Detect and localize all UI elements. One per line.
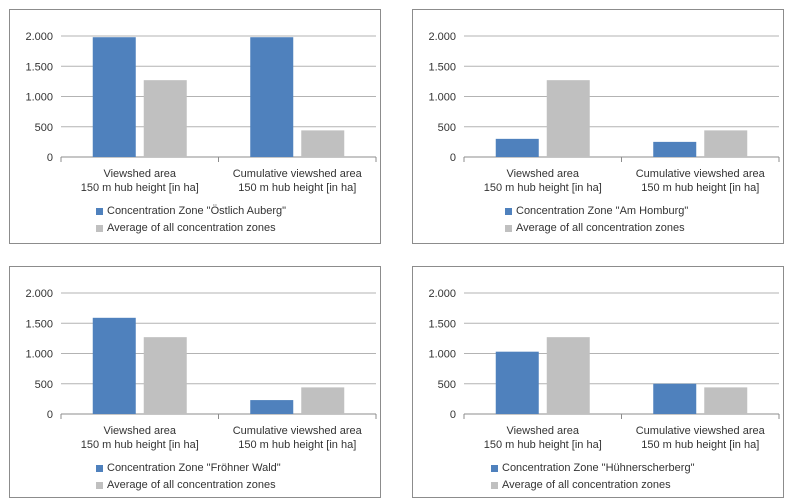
bar-average	[143, 80, 187, 157]
legend-item-average: Average of all concentration zones	[96, 477, 281, 494]
bar-average	[546, 80, 590, 157]
y-tick-label: 1.000	[25, 92, 53, 104]
bar-zone	[653, 141, 697, 157]
legend-swatch-average	[505, 225, 512, 232]
y-tick-label: 0	[47, 152, 53, 164]
x-category-label: Viewshed area	[103, 168, 176, 180]
bar-zone	[495, 351, 539, 414]
bar-zone	[92, 37, 136, 157]
y-tick-label: 1.500	[25, 61, 53, 73]
legend-label-zone: Concentration Zone "Fröhner Wald"	[107, 462, 281, 474]
bar-zone	[495, 138, 539, 157]
legend-item-zone: Concentration Zone "Am Homburg"	[505, 203, 688, 220]
bar-zone	[250, 400, 294, 414]
bar-average	[143, 337, 187, 414]
x-category-label: 150 m hub height [in ha]	[484, 182, 602, 194]
x-category-label: Cumulative viewshed area	[233, 425, 363, 437]
bar-average	[704, 130, 748, 157]
y-tick-label: 2.000	[25, 288, 53, 300]
x-category-label: Viewshed area	[506, 425, 579, 437]
legend-label-zone: Concentration Zone "Östlich Auberg"	[107, 205, 287, 217]
x-category-label: Cumulative viewshed area	[233, 168, 363, 180]
bar-average	[546, 337, 590, 414]
chart-panel-ostlich-auberg: 0 500 1.000 1.500 2.000 Viewshed area 150 m hu…	[9, 9, 381, 244]
legend-item-zone: Concentration Zone "Fröhner Wald"	[96, 460, 281, 477]
legend-item-zone: Concentration Zone "Östlich Auberg"	[96, 203, 286, 220]
y-tick-label: 1.500	[428, 61, 456, 73]
legend-swatch-average	[96, 225, 103, 232]
y-tick-label: 1.500	[25, 318, 53, 330]
legend-label-zone: Concentration Zone "Am Homburg"	[516, 205, 689, 217]
legend-label-average: Average of all concentration zones	[502, 479, 671, 491]
y-tick-label: 0	[47, 409, 53, 421]
y-tick-label: 0	[450, 409, 456, 421]
y-tick-label: 500	[35, 379, 53, 391]
x-category-label: 150 m hub height [in ha]	[484, 439, 602, 451]
x-category-label: Viewshed area	[103, 425, 176, 437]
legend-swatch-average	[491, 482, 498, 489]
bar-average	[301, 387, 345, 414]
x-category-label: 150 m hub height [in ha]	[81, 182, 199, 194]
y-tick-label: 2.000	[428, 31, 456, 43]
legend-item-average: Average of all concentration zones	[505, 220, 688, 237]
y-tick-label: 500	[438, 122, 456, 134]
legend-swatch-zone	[491, 465, 498, 472]
bar-zone	[92, 317, 136, 414]
bar-average	[301, 130, 345, 157]
legend: Concentration Zone "Hühnerscherberg" Ave…	[491, 460, 694, 494]
x-category-label: 150 m hub height [in ha]	[81, 439, 199, 451]
y-tick-label: 2.000	[428, 288, 456, 300]
chart-panel-huhnerscherberg: 0 500 1.000 1.500 2.000 Viewshed area 150 m hu…	[412, 266, 784, 498]
x-category-label: 150 m hub height [in ha]	[641, 182, 759, 194]
x-category-label: 150 m hub height [in ha]	[238, 439, 356, 451]
legend-item-zone: Concentration Zone "Hühnerscherberg"	[491, 460, 694, 477]
y-tick-label: 2.000	[25, 31, 53, 43]
legend: Concentration Zone "Fröhner Wald" Averag…	[96, 460, 281, 494]
chart-panel-frohner-wald: 0 500 1.000 1.500 2.000 Viewshed area 150 m hu…	[9, 266, 381, 498]
bar-zone	[250, 37, 294, 157]
legend-swatch-zone	[96, 208, 103, 215]
y-tick-label: 1.000	[428, 349, 456, 361]
legend: Concentration Zone "Östlich Auberg" Aver…	[96, 203, 286, 237]
legend-swatch-average	[96, 482, 103, 489]
legend-label-average: Average of all concentration zones	[107, 479, 276, 491]
x-category-label: 150 m hub height [in ha]	[641, 439, 759, 451]
x-category-label: Viewshed area	[506, 168, 579, 180]
x-category-label: 150 m hub height [in ha]	[238, 182, 356, 194]
y-tick-label: 500	[35, 122, 53, 134]
chart-svg: 0 500 1.000 1.500 2.000 Viewshed area 150 m hu…	[428, 288, 780, 451]
x-category-label: Cumulative viewshed area	[636, 168, 766, 180]
y-tick-label: 1.000	[25, 349, 53, 361]
chart-svg: 0 500 1.000 1.500 2.000 Viewshed area 150 m hu…	[25, 288, 377, 451]
legend-item-average: Average of all concentration zones	[491, 477, 694, 494]
bar-zone	[653, 383, 697, 414]
y-tick-label: 500	[438, 379, 456, 391]
legend-label-average: Average of all concentration zones	[516, 222, 685, 234]
y-tick-label: 1.000	[428, 92, 456, 104]
legend-item-average: Average of all concentration zones	[96, 220, 286, 237]
chart-svg: 0 500 1.000 1.500 2.000 Viewshed area 150 m hu…	[25, 31, 377, 194]
chart-panel-am-homburg: 0 500 1.000 1.500 2.000 Viewshed area 150 m hu…	[412, 9, 784, 244]
legend-swatch-zone	[96, 465, 103, 472]
y-tick-label: 0	[450, 152, 456, 164]
bar-average	[704, 387, 748, 414]
legend: Concentration Zone "Am Homburg" Average …	[505, 203, 688, 237]
x-category-label: Cumulative viewshed area	[636, 425, 766, 437]
chart-svg: 0 500 1.000 1.500 2.000 Viewshed area 150 m hu…	[428, 31, 780, 194]
legend-label-average: Average of all concentration zones	[107, 222, 276, 234]
y-tick-label: 1.500	[428, 318, 456, 330]
legend-swatch-zone	[505, 208, 512, 215]
legend-label-zone: Concentration Zone "Hühnerscherberg"	[502, 462, 695, 474]
